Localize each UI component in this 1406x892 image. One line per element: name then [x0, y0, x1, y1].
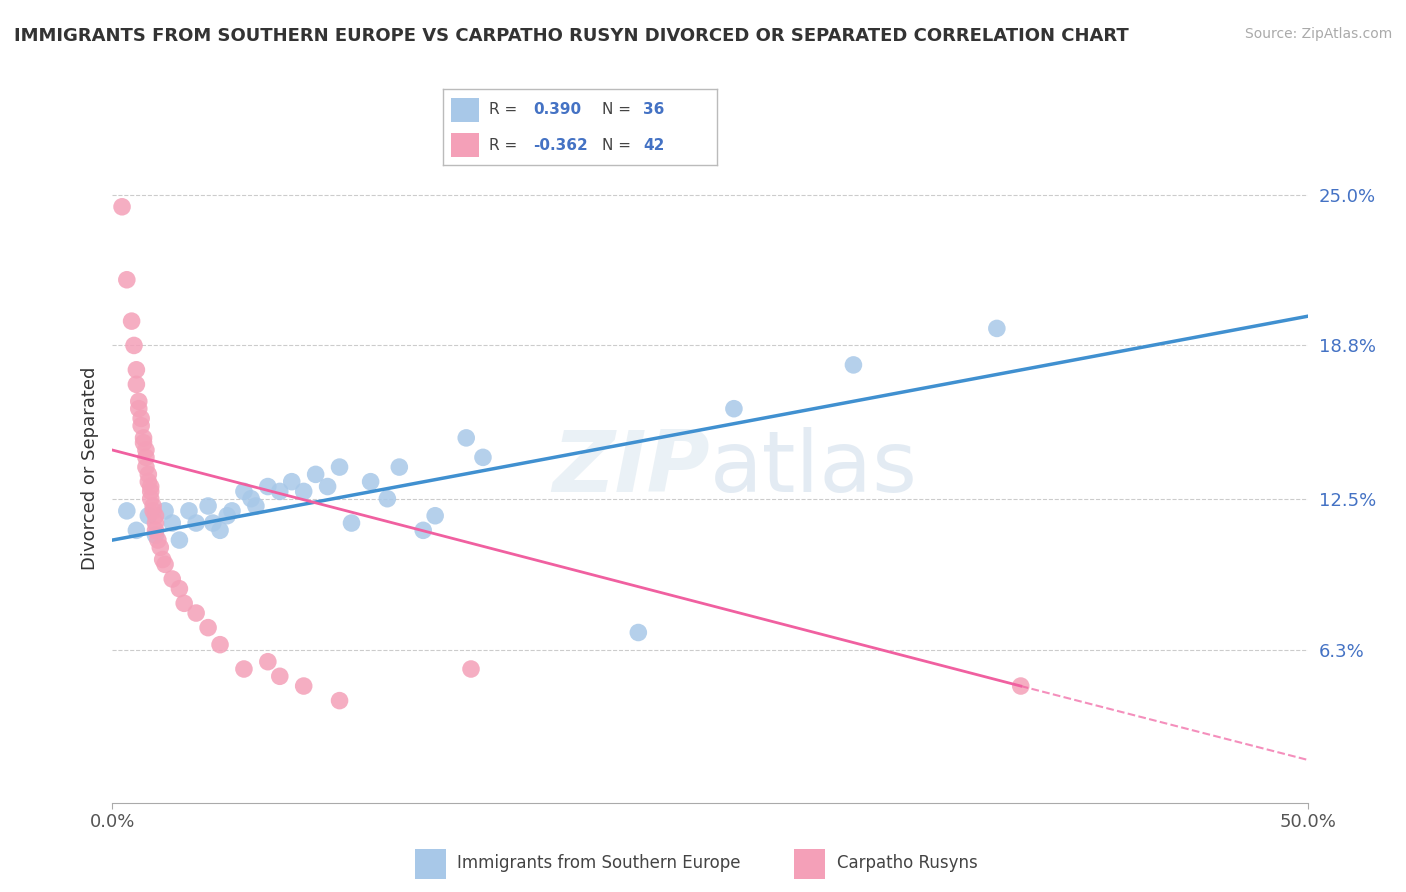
Point: [456, 431, 478, 445]
Point: [162, 516, 183, 530]
Point: [197, 499, 219, 513]
Point: [316, 479, 339, 493]
Point: [128, 394, 150, 409]
Point: [412, 524, 434, 538]
Bar: [451, 97, 478, 122]
Point: [201, 516, 224, 530]
Point: [135, 450, 157, 465]
Point: [145, 508, 167, 523]
Point: [304, 467, 326, 482]
Point: [197, 621, 219, 635]
Point: [377, 491, 399, 506]
Point: [460, 662, 482, 676]
Point: [269, 669, 291, 683]
Point: [217, 508, 239, 523]
Point: [472, 450, 495, 465]
Point: [145, 516, 167, 530]
Point: [257, 655, 280, 669]
Text: -0.362: -0.362: [533, 137, 588, 153]
Point: [115, 504, 138, 518]
Point: [177, 504, 200, 518]
Point: [269, 484, 291, 499]
Text: R =: R =: [489, 103, 523, 117]
Point: [388, 460, 411, 475]
Point: [627, 625, 650, 640]
Text: 36: 36: [643, 103, 665, 117]
Point: [1010, 679, 1032, 693]
Text: Source: ZipAtlas.com: Source: ZipAtlas.com: [1244, 27, 1392, 41]
Point: [115, 273, 138, 287]
Point: [145, 528, 167, 542]
Bar: [451, 133, 478, 158]
Point: [142, 504, 165, 518]
Text: 42: 42: [643, 137, 665, 153]
Text: Carpatho Rusyns: Carpatho Rusyns: [837, 855, 977, 872]
Point: [186, 516, 208, 530]
Point: [153, 558, 176, 572]
Point: [723, 401, 745, 416]
Point: [328, 460, 352, 475]
Point: [125, 363, 148, 377]
Point: [129, 418, 152, 433]
Point: [986, 321, 1008, 335]
Point: [340, 516, 363, 530]
Point: [232, 484, 256, 499]
Point: [125, 524, 148, 538]
Point: [122, 338, 145, 352]
Point: [186, 606, 208, 620]
Point: [132, 435, 155, 450]
Point: [138, 467, 160, 482]
Point: [173, 596, 195, 610]
Text: N =: N =: [602, 137, 636, 153]
Point: [425, 508, 447, 523]
Text: atlas: atlas: [710, 426, 918, 510]
Point: [257, 479, 280, 493]
Point: [842, 358, 865, 372]
Point: [138, 475, 160, 489]
Point: [360, 475, 382, 489]
Point: [208, 524, 231, 538]
Text: Immigrants from Southern Europe: Immigrants from Southern Europe: [457, 855, 741, 872]
Text: N =: N =: [602, 103, 636, 117]
Point: [281, 475, 304, 489]
Point: [208, 638, 231, 652]
Point: [232, 662, 256, 676]
Point: [152, 552, 174, 566]
Y-axis label: Divorced or Separated: Divorced or Separated: [80, 367, 98, 570]
Point: [142, 499, 165, 513]
Text: 0.390: 0.390: [533, 103, 582, 117]
Point: [138, 508, 160, 523]
Point: [146, 533, 169, 547]
Point: [292, 679, 315, 693]
Text: R =: R =: [489, 137, 523, 153]
Point: [240, 491, 263, 506]
Point: [162, 572, 183, 586]
Point: [139, 491, 162, 506]
Point: [149, 541, 172, 555]
Point: [221, 504, 243, 518]
Point: [121, 314, 143, 328]
Point: [111, 200, 134, 214]
Point: [169, 582, 191, 596]
Point: [135, 460, 157, 475]
Point: [169, 533, 191, 547]
Point: [153, 504, 176, 518]
Point: [135, 443, 157, 458]
Point: [139, 479, 162, 493]
Text: IMMIGRANTS FROM SOUTHERN EUROPE VS CARPATHO RUSYN DIVORCED OR SEPARATED CORRELAT: IMMIGRANTS FROM SOUTHERN EUROPE VS CARPA…: [14, 27, 1129, 45]
Point: [245, 499, 267, 513]
Point: [328, 693, 352, 707]
Point: [128, 401, 150, 416]
Point: [145, 524, 167, 538]
Point: [139, 484, 162, 499]
Point: [125, 377, 148, 392]
Point: [129, 411, 152, 425]
Point: [132, 431, 155, 445]
Text: ZIP: ZIP: [553, 426, 710, 510]
Point: [292, 484, 315, 499]
